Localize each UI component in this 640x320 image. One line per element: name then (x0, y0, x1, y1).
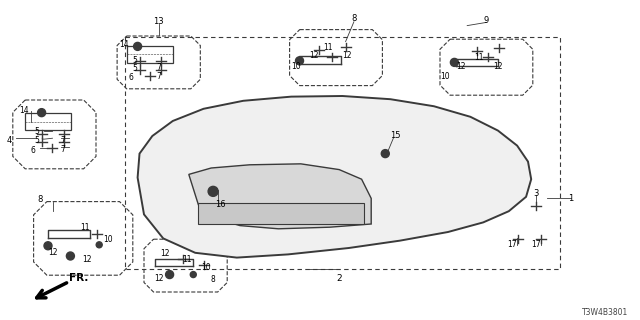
Text: 10: 10 (440, 72, 450, 81)
Text: 16: 16 (216, 200, 226, 209)
Text: T3W4B3801: T3W4B3801 (582, 308, 628, 317)
Circle shape (296, 57, 303, 65)
Polygon shape (138, 96, 531, 258)
Text: 10: 10 (291, 62, 301, 71)
Bar (198, 203, 364, 224)
Text: 1: 1 (568, 194, 573, 203)
Text: 5: 5 (35, 136, 40, 145)
Circle shape (44, 242, 52, 250)
Text: 12: 12 (161, 249, 170, 258)
Text: 8: 8 (351, 14, 356, 23)
Text: 5: 5 (132, 64, 137, 73)
Circle shape (190, 272, 196, 277)
Text: 13: 13 (154, 17, 164, 26)
Text: FR.: FR. (69, 273, 88, 284)
Text: 12: 12 (493, 62, 502, 71)
Text: 14: 14 (19, 106, 29, 115)
Circle shape (38, 108, 45, 116)
Text: 7: 7 (60, 145, 65, 154)
Text: 12: 12 (154, 274, 163, 283)
Text: 5: 5 (132, 56, 137, 65)
Text: 12: 12 (309, 52, 318, 60)
Text: 2: 2 (337, 274, 342, 283)
Text: 17: 17 (507, 240, 517, 249)
Circle shape (67, 252, 74, 260)
Circle shape (134, 42, 141, 50)
Bar (125, 37, 560, 269)
Bar (127, 46, 173, 63)
Text: 14: 14 (118, 40, 129, 49)
Text: 6: 6 (31, 146, 36, 155)
Text: 12: 12 (342, 52, 351, 60)
Text: 9: 9 (484, 16, 489, 25)
Text: 7: 7 (60, 136, 65, 145)
Text: 11: 11 (81, 223, 90, 232)
Text: 11: 11 (474, 53, 483, 62)
Text: 8: 8 (210, 275, 215, 284)
Text: 17: 17 (531, 240, 541, 249)
Text: 5: 5 (35, 127, 40, 136)
Text: 7: 7 (156, 72, 161, 81)
Text: 12: 12 (49, 248, 58, 257)
Text: 3: 3 (534, 189, 539, 198)
Text: 8: 8 (37, 196, 42, 204)
Text: 4: 4 (6, 136, 12, 145)
Text: 10: 10 (102, 236, 113, 244)
Circle shape (208, 186, 218, 196)
Circle shape (451, 58, 458, 66)
Text: 11: 11 (182, 255, 191, 264)
Circle shape (166, 271, 173, 278)
Text: 15: 15 (390, 132, 401, 140)
Bar (25, 113, 71, 130)
Text: 11: 11 (323, 43, 332, 52)
Text: 12: 12 (83, 255, 92, 264)
Circle shape (381, 149, 389, 157)
Circle shape (96, 242, 102, 248)
Text: 7: 7 (156, 63, 161, 72)
Text: 10: 10 (201, 263, 211, 272)
Text: 12: 12 (456, 62, 465, 71)
Polygon shape (189, 164, 371, 229)
Text: 6: 6 (129, 73, 134, 82)
